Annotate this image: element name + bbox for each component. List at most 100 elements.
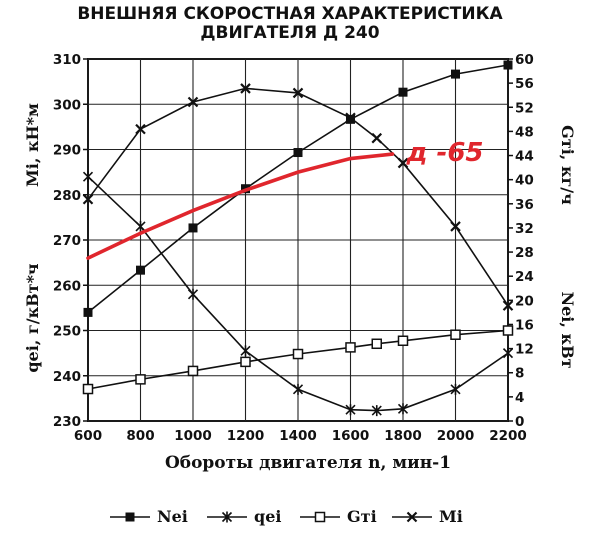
right-tick-label: 60	[515, 52, 534, 68]
data-point-gтi	[135, 374, 146, 385]
data-point-gтi	[240, 356, 251, 368]
x-tick-label: 1200	[227, 428, 265, 444]
data-point-qei	[135, 220, 146, 232]
data-point-qei	[502, 347, 514, 359]
legend-label: Mi	[439, 507, 463, 526]
left-tick-label: 260	[53, 278, 81, 294]
data-point-qei	[292, 383, 304, 395]
right-tick-label: 36	[515, 197, 534, 213]
legend-item-mi: Mi	[392, 507, 463, 526]
right-axis-label-bottom: Nei, кВт	[558, 291, 577, 368]
grid	[87, 58, 509, 422]
data-point-qei	[397, 403, 409, 415]
right-tick-label: 12	[515, 342, 534, 358]
series-group	[82, 60, 514, 417]
x-tick-label: 1400	[279, 428, 317, 444]
data-point-mi	[371, 132, 383, 144]
data-point-qei	[371, 405, 382, 417]
tick-labels: 600 800 1000 1200 1400 1600 1800 2000 2200230240…	[53, 52, 534, 444]
data-point-mi	[240, 83, 251, 94]
left-tick-label: 290	[53, 143, 81, 159]
left-tick-label: 250	[53, 324, 81, 340]
data-point-mi	[292, 87, 304, 99]
legend-marker	[125, 512, 135, 522]
legend-marker	[221, 511, 233, 523]
right-tick-label: 32	[515, 221, 534, 237]
data-point-mi	[502, 300, 514, 311]
x-tick-label: 600	[74, 428, 102, 444]
data-point-gтi	[450, 329, 461, 340]
data-point-gтi	[187, 365, 199, 377]
right-tick-label: 4	[515, 390, 524, 406]
legend-item-gтi: Gтi	[300, 507, 377, 526]
data-point-nei	[83, 307, 93, 317]
data-point-nei	[136, 265, 145, 275]
legend-marker	[406, 511, 418, 523]
chart-title-line2: ДВИГАТЕЛЯ Д 240	[200, 23, 379, 43]
data-point-gтi	[82, 383, 94, 395]
data-point-qei	[345, 404, 356, 416]
legend-item-nei: Nei	[110, 507, 188, 526]
right-tick-label: 24	[515, 269, 534, 285]
data-point-mi	[135, 123, 146, 135]
annotation-curve	[86, 152, 395, 260]
x-axis-label: Обороты двигателя n, мин-1	[165, 453, 451, 473]
x-tick-label: 2200	[489, 428, 527, 444]
data-point-nei	[398, 87, 408, 97]
right-tick-label: 20	[515, 293, 534, 309]
data-point-qei	[187, 288, 199, 300]
left-tick-label: 230	[53, 414, 81, 430]
right-tick-label: 48	[515, 124, 534, 140]
legend-label: qei	[254, 507, 281, 526]
legend-label: Nei	[157, 507, 188, 526]
x-tick-label: 800	[126, 428, 154, 444]
data-point-nei	[451, 69, 460, 79]
right-tick-label: 16	[515, 317, 534, 333]
data-point-mi	[450, 221, 461, 232]
chart-title-line1: ВНЕШНЯЯ СКОРОСТНАЯ ХАРАКТЕРИСТИКА	[77, 4, 503, 24]
data-point-mi	[82, 193, 94, 205]
left-tick-label: 310	[53, 52, 81, 68]
left-tick-label: 240	[53, 369, 81, 385]
x-tick-label: 1000	[174, 428, 212, 444]
left-tick-label: 300	[53, 97, 81, 113]
legend: Nei qei Gтi Mi	[110, 507, 463, 526]
data-point-qei	[240, 345, 251, 357]
legend-marker	[314, 511, 326, 523]
left-axis-label-top: Mi, кН*м	[23, 103, 42, 187]
series-line-gтi	[87, 329, 509, 390]
x-tick-label: 1800	[384, 428, 422, 444]
data-point-nei	[293, 148, 303, 158]
right-tick-label: 28	[515, 245, 534, 261]
data-point-gтi	[371, 338, 382, 350]
data-point-nei	[503, 60, 513, 70]
data-point-gтi	[292, 348, 304, 360]
data-point-gтi	[345, 342, 356, 353]
right-tick-label: 8	[515, 366, 524, 382]
annotation-label: д -65	[406, 138, 484, 168]
right-axis-label-top: Gтi, кг/ч	[558, 125, 577, 205]
data-point-mi	[397, 157, 409, 169]
right-tick-label: 40	[515, 173, 534, 189]
data-point-mi	[345, 112, 356, 124]
right-tick-label: 44	[515, 149, 534, 165]
legend-item-qei: qei	[207, 507, 281, 526]
annotation-group: д -65	[86, 138, 484, 260]
data-point-gтi	[397, 335, 409, 347]
right-tick-label: 56	[515, 76, 534, 92]
data-point-nei	[188, 223, 198, 233]
left-tick-label: 280	[53, 188, 81, 204]
data-point-qei	[450, 383, 461, 395]
data-point-mi	[187, 96, 199, 108]
right-tick-label: 0	[515, 414, 524, 430]
left-axis-label-bottom: qei, г/кВт*ч	[23, 263, 42, 373]
data-point-qei	[82, 171, 94, 183]
x-tick-label: 1600	[332, 428, 370, 444]
legend-label: Gтi	[347, 507, 377, 526]
data-point-gтi	[502, 325, 514, 336]
x-tick-label: 2000	[437, 428, 475, 444]
series-line-mi	[87, 87, 509, 307]
left-tick-label: 270	[53, 233, 81, 249]
series-line-qei	[87, 176, 509, 412]
